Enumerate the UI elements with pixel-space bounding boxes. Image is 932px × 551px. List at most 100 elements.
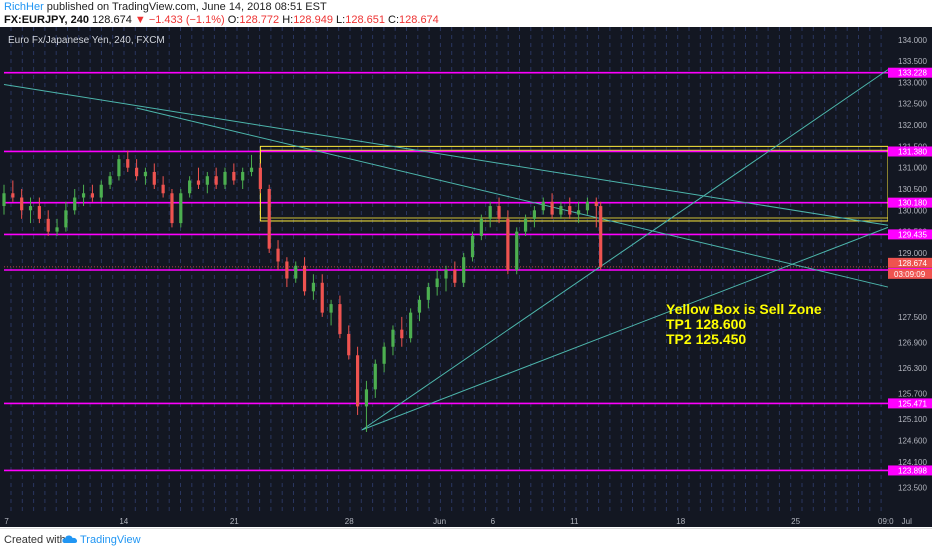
change-value: −1.433 (−1.1%)	[148, 14, 225, 26]
candle-body	[356, 355, 360, 407]
trend-line[interactable]	[136, 107, 889, 288]
candle-body	[143, 171, 148, 177]
y-tick-label: 132.500	[898, 100, 927, 109]
high-value: 128.949	[293, 14, 333, 26]
y-tick-label: 127.500	[898, 313, 927, 322]
trend-line[interactable]	[3, 84, 889, 226]
o-label: O:	[227, 14, 240, 26]
last-price: 128.674	[92, 14, 132, 26]
x-tick-label: 14	[119, 517, 128, 526]
candle-body	[170, 193, 174, 224]
y-tick-label: 133.500	[898, 57, 927, 66]
candle-body	[20, 197, 24, 211]
candle-body	[541, 201, 545, 211]
y-tick-label: 124.600	[898, 437, 927, 446]
open-value: 128.772	[239, 14, 280, 26]
x-tick-label: 7	[4, 517, 9, 526]
created-with-text: Created with	[4, 534, 66, 546]
candle-body	[523, 218, 528, 232]
candle-body	[479, 218, 483, 236]
candle-body	[46, 218, 50, 232]
candle-body	[11, 193, 15, 198]
y-tick-label: 126.300	[898, 364, 927, 373]
candle-body	[285, 261, 289, 279]
tradingview-link[interactable]: TradingView	[80, 534, 141, 546]
price-label-tag	[888, 197, 932, 208]
candle-body	[550, 201, 554, 215]
candle-body	[329, 304, 333, 313]
x-tick-label: 21	[230, 517, 239, 526]
candle-body	[506, 218, 510, 270]
y-tick-label: 123.500	[898, 483, 927, 492]
author-link[interactable]: RichHer	[4, 1, 44, 13]
candle-body	[462, 257, 466, 283]
candle-body	[435, 278, 439, 288]
y-tick-label: 130.000	[898, 206, 927, 215]
candle-body	[373, 363, 377, 390]
x-tick-label: 11	[570, 517, 579, 526]
h-label: H:	[282, 14, 294, 26]
publish-info: RichHer published on TradingView.com, Ju…	[4, 1, 327, 13]
candle-body	[599, 206, 603, 267]
trend-line[interactable]	[361, 69, 889, 431]
trend-line[interactable]	[361, 226, 889, 431]
low-value: 128.651	[345, 14, 385, 26]
price-label-tag	[888, 146, 932, 157]
price-label-text: 123.898	[898, 466, 927, 475]
candle-body	[99, 184, 103, 198]
candle-body	[81, 193, 86, 198]
candle-body	[37, 206, 41, 219]
candle-body	[188, 180, 192, 194]
price-label-tag	[888, 229, 932, 240]
price-label-text: 125.471	[898, 399, 927, 408]
candle-body	[568, 206, 572, 215]
candle-body	[577, 210, 581, 215]
candle-body	[232, 171, 236, 181]
countdown-timer: 03:09:09	[894, 270, 926, 279]
y-tick-label: 133.000	[898, 78, 927, 87]
close-value: 128.674	[399, 14, 439, 26]
candle-body	[470, 235, 475, 258]
y-tick-label: 132.000	[898, 121, 927, 130]
chart-title: Euro Fx/Japanese Yen, 240, FXCM	[8, 35, 165, 46]
publish-text: published on TradingView.com, June 14, 2…	[43, 1, 327, 13]
x-tick-label: 25	[791, 517, 800, 526]
ohlc-bar: FX:EURJPY, 240 128.674 ▼ −1.433 (−1.1%) …	[4, 14, 439, 26]
y-tick-label: 130.500	[898, 185, 927, 194]
candle-body	[311, 282, 315, 292]
candle-body	[382, 346, 386, 364]
price-label-text: 128.674	[898, 259, 927, 268]
candle-body	[347, 333, 351, 356]
candle-body	[28, 206, 33, 211]
candle-body	[205, 176, 209, 185]
price-label-tag	[888, 257, 932, 268]
footer: Created with TradingView	[0, 528, 932, 551]
candle-body	[302, 265, 307, 292]
candle-body	[400, 329, 404, 339]
candle-body	[152, 171, 156, 185]
candle-body	[214, 176, 218, 185]
symbol-label: FX:EURJPY, 240	[4, 14, 89, 26]
candle-body	[594, 201, 598, 207]
x-tick-label: 28	[345, 517, 354, 526]
candle-body	[117, 159, 121, 177]
y-tick-label: 125.100	[898, 415, 927, 424]
price-label-text: 130.180	[898, 199, 927, 208]
candle-body	[515, 231, 519, 270]
price-label-tag	[888, 67, 932, 78]
c-label: C:	[388, 14, 400, 26]
candle-body	[417, 299, 422, 313]
time-axis[interactable]	[0, 513, 932, 527]
price-chart[interactable]: 134.000133.500133.000132.500132.000131.5…	[0, 27, 932, 527]
chart-background	[0, 27, 932, 527]
l-label: L:	[336, 14, 346, 26]
candle-body	[559, 206, 563, 215]
candle-body	[338, 304, 342, 334]
price-label-tag	[888, 398, 932, 409]
price-label-text: 131.380	[898, 147, 927, 156]
candle-body	[241, 171, 245, 181]
candle-body	[64, 210, 68, 228]
candle-body	[409, 312, 413, 339]
annotation-line-1: Yellow Box is Sell Zone	[666, 301, 822, 317]
x-tick-label-last: 09:0	[878, 517, 894, 526]
